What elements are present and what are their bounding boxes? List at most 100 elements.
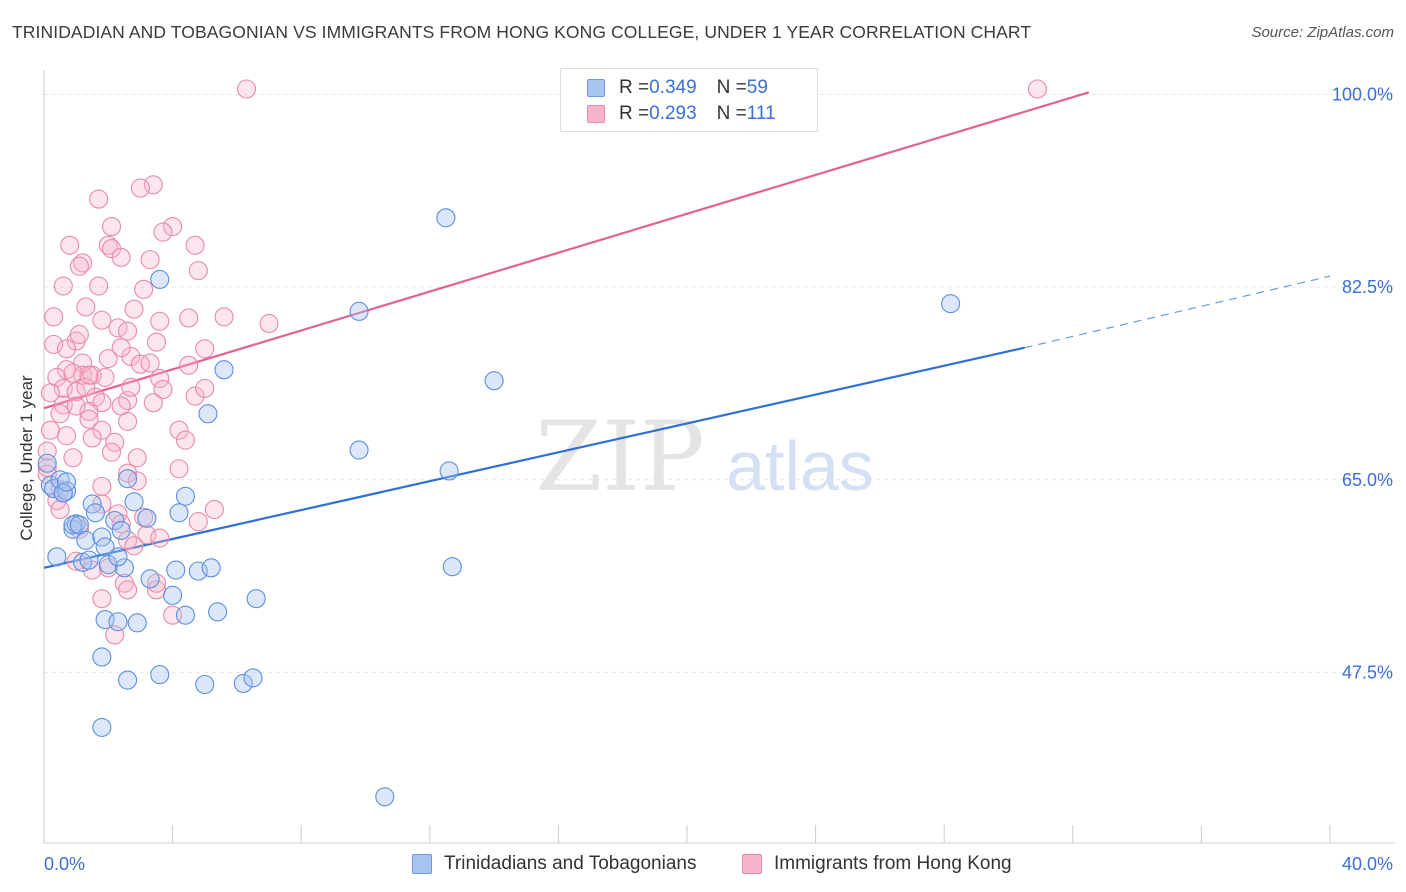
data-point xyxy=(98,235,118,255)
data-point xyxy=(124,299,144,319)
y-tick-label: 82.5% xyxy=(1342,277,1393,297)
data-point xyxy=(66,382,86,402)
x-tick-label: 40.0% xyxy=(1342,854,1393,874)
data-point xyxy=(153,379,173,400)
y-tick-labels: 47.5% 65.0% 82.5% 100.0% xyxy=(1332,85,1393,683)
data-point xyxy=(175,605,196,625)
data-point xyxy=(349,440,369,460)
data-point xyxy=(50,404,70,424)
data-point xyxy=(188,261,208,281)
data-point xyxy=(66,396,86,416)
data-point xyxy=(140,250,160,270)
data-point xyxy=(73,365,93,385)
data-point xyxy=(118,463,138,483)
data-point xyxy=(201,558,221,578)
watermark-atlas: atlas xyxy=(726,427,874,505)
legend-r-label: R = xyxy=(619,103,650,124)
data-point xyxy=(259,313,279,334)
data-point xyxy=(442,557,462,577)
source-label: Source: ZipAtlas.com xyxy=(1251,24,1394,41)
data-point xyxy=(89,276,109,296)
data-point xyxy=(79,401,99,422)
data-point xyxy=(214,360,234,380)
data-point xyxy=(188,561,208,581)
data-point xyxy=(349,301,369,321)
legend-swatch-blue xyxy=(587,79,605,97)
data-point xyxy=(208,602,228,622)
bottom-legend-swatch-blue xyxy=(412,854,432,874)
trend-line-trinidadians-extension xyxy=(1024,275,1331,349)
data-point xyxy=(37,453,57,473)
watermark: ZIP atlas xyxy=(535,401,874,513)
data-point xyxy=(175,430,196,450)
data-point xyxy=(150,269,170,289)
watermark-zip: ZIP xyxy=(535,401,704,513)
data-point xyxy=(53,483,73,503)
data-point xyxy=(69,515,89,535)
bottom-legend-hong-kong: Immigrants from Hong Kong xyxy=(742,852,1012,876)
data-point xyxy=(50,499,70,520)
data-point xyxy=(941,294,961,314)
data-point xyxy=(163,585,183,605)
data-point xyxy=(185,386,205,406)
data-point xyxy=(195,339,215,359)
legend-r-label: R = xyxy=(619,77,650,98)
data-point xyxy=(92,310,112,330)
y-tick-label: 47.5% xyxy=(1342,662,1393,682)
data-point xyxy=(124,536,144,556)
data-point xyxy=(118,580,138,600)
data-point xyxy=(1027,79,1047,99)
data-point xyxy=(175,486,196,506)
y-axis-label: College, Under 1 year xyxy=(17,375,36,541)
trend-line-trinidadians xyxy=(43,346,1025,569)
data-point xyxy=(89,189,109,209)
data-point xyxy=(69,256,89,276)
data-point xyxy=(76,297,96,317)
data-point xyxy=(111,520,131,540)
data-point xyxy=(243,668,263,688)
data-point xyxy=(111,338,131,358)
data-point xyxy=(137,525,157,545)
data-point xyxy=(60,235,80,255)
y-tick-label: 100.0% xyxy=(1332,85,1393,105)
data-point xyxy=(121,377,141,397)
data-point xyxy=(118,321,138,341)
legend-r-value: 0.293 xyxy=(649,103,697,124)
data-point xyxy=(95,537,115,557)
data-point xyxy=(44,334,64,354)
legend-n-label: N = xyxy=(716,77,747,98)
trend-line-hong-kong xyxy=(43,91,1090,410)
bottom-legend-label: Immigrants from Hong Kong xyxy=(774,853,1012,874)
data-point xyxy=(85,503,105,523)
data-point xyxy=(179,355,199,375)
data-point xyxy=(169,459,189,479)
data-point xyxy=(214,307,234,327)
data-point xyxy=(150,368,170,389)
data-point xyxy=(169,503,189,523)
data-point xyxy=(127,471,147,491)
data-point xyxy=(150,528,170,548)
data-point xyxy=(92,589,112,609)
data-point xyxy=(56,472,77,492)
data-point xyxy=(37,464,57,484)
data-point xyxy=(375,787,395,807)
data-point xyxy=(169,420,189,440)
y-tick-label: 65.0% xyxy=(1342,470,1393,490)
data-point xyxy=(179,308,199,328)
data-point xyxy=(108,547,128,567)
data-point xyxy=(56,426,77,446)
data-point xyxy=(44,307,64,327)
data-point xyxy=(130,178,150,198)
data-point xyxy=(150,665,170,685)
data-point xyxy=(82,428,102,448)
data-point xyxy=(92,476,112,496)
legend-swatch-pink xyxy=(587,105,605,123)
data-point xyxy=(246,589,266,609)
legend-row-trinidadians: R = 0.349 N = 59 xyxy=(587,76,768,100)
data-point xyxy=(79,550,99,570)
data-point xyxy=(73,253,93,273)
data-point xyxy=(163,217,183,237)
points-immigrants-hong-kong xyxy=(37,79,1047,645)
data-point xyxy=(166,560,186,580)
